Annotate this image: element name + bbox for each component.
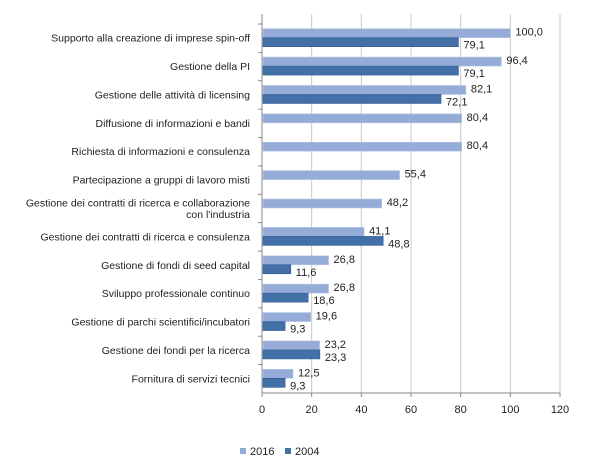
data-label-2004: 23,3 xyxy=(325,352,346,364)
bar-2004 xyxy=(262,236,384,246)
bar-2004 xyxy=(262,37,459,47)
category-label-line: Gestione dei contratti di ricerca e cons… xyxy=(40,231,250,243)
category-label: Gestione dei contratti di ricerca e coll… xyxy=(26,197,250,221)
category-label-line: Supporto alla creazione di imprese spin-… xyxy=(51,33,250,45)
bar-2004 xyxy=(262,378,286,388)
category-label-line: Gestione della PI xyxy=(170,61,250,73)
data-label-2016: 26,8 xyxy=(334,254,355,266)
data-label-2016: 26,8 xyxy=(334,282,355,294)
category-label-line: Richiesta di informazioni e consulenza xyxy=(71,146,250,158)
bar-2016 xyxy=(262,28,511,38)
x-tick-label: 120 xyxy=(551,404,569,416)
data-label-2004: 48,8 xyxy=(388,238,409,250)
data-label-2016: 96,4 xyxy=(506,55,527,67)
data-label-2016: 19,6 xyxy=(316,311,337,323)
data-label-2016: 80,4 xyxy=(467,112,488,124)
legend-swatch-2004 xyxy=(285,448,291,454)
x-tick-label: 20 xyxy=(306,404,318,416)
data-label-2004: 79,1 xyxy=(463,68,484,80)
category-label: Diffusione di informazioni e bandi xyxy=(96,118,250,130)
category-label-line: Partecipazione a gruppi di lavoro misti xyxy=(73,175,250,187)
bar-2016 xyxy=(262,312,311,322)
bar-2004 xyxy=(262,292,309,303)
data-label-2016: 48,2 xyxy=(387,197,408,209)
category-label-line: Gestione dei contratti di ricerca e coll… xyxy=(26,197,250,209)
data-label-2016: 23,2 xyxy=(325,339,346,351)
bar-2016 xyxy=(262,85,467,95)
bar-2016 xyxy=(262,170,400,180)
bar-2016 xyxy=(262,113,462,124)
data-label-2016: 80,4 xyxy=(467,140,488,152)
category-label: Sviluppo professionale continuo xyxy=(102,288,250,300)
category-label: Gestione di parchi scientifici/incubator… xyxy=(71,317,250,329)
category-label: Fornitura di servizi tecnici xyxy=(132,373,250,385)
bar-2004 xyxy=(262,321,286,331)
bar-2016 xyxy=(262,255,329,266)
bar-2004 xyxy=(262,94,442,104)
bar-2004 xyxy=(262,349,321,360)
x-tick-label: 40 xyxy=(355,404,367,416)
category-label: Richiesta di informazioni e consulenza xyxy=(71,146,250,158)
legend-label-2016: 2016 xyxy=(250,446,274,458)
data-label-2004: 9,3 xyxy=(290,380,305,392)
bar-2016 xyxy=(262,283,329,294)
category-label: Gestione di fondi di seed capital xyxy=(101,260,250,272)
category-label-line: Gestione delle attività di licensing xyxy=(95,89,250,101)
category-label: Partecipazione a gruppi di lavoro misti xyxy=(73,175,250,187)
bar-2004 xyxy=(262,65,459,76)
data-label-2016: 55,4 xyxy=(405,169,426,181)
legend-label-2004: 2004 xyxy=(295,446,319,458)
bar-2016 xyxy=(262,141,462,152)
data-label-2016: 82,1 xyxy=(471,83,492,95)
category-label-line: Sviluppo professionale continuo xyxy=(102,288,250,300)
data-label-2016: 12,5 xyxy=(298,367,319,379)
category-label-line: Fornitura di servizi tecnici xyxy=(132,373,250,385)
category-label: Gestione delle attività di licensing xyxy=(95,89,250,101)
category-label: Gestione dei contratti di ricerca e cons… xyxy=(40,231,250,243)
category-label-line: Gestione di parchi scientifici/incubator… xyxy=(71,317,250,329)
data-label-2016: 41,1 xyxy=(369,225,390,237)
category-label-line: Diffusione di informazioni e bandi xyxy=(96,118,250,130)
category-label-line: con l'industria xyxy=(186,209,250,221)
data-label-2004: 11,6 xyxy=(296,267,317,279)
bar-2016 xyxy=(262,369,294,379)
bar-2016 xyxy=(262,198,382,209)
data-label-2016: 100,0 xyxy=(515,27,543,39)
category-label: Gestione dei fondi per la ricerca xyxy=(102,345,250,357)
category-label: Gestione della PI xyxy=(170,61,250,73)
data-label-2004: 72,1 xyxy=(446,96,467,108)
x-tick-label: 80 xyxy=(455,404,467,416)
legend-swatch-2016 xyxy=(240,448,246,454)
bar-2016 xyxy=(262,56,502,67)
bar-2016 xyxy=(262,227,365,237)
bar-2016 xyxy=(262,340,320,351)
category-label-line: Gestione dei fondi per la ricerca xyxy=(102,345,250,357)
data-label-2004: 79,1 xyxy=(463,40,484,52)
x-tick-label: 100 xyxy=(501,404,519,416)
x-tick-label: 60 xyxy=(405,404,417,416)
x-tick-label: 0 xyxy=(259,404,265,416)
category-label-line: Gestione di fondi di seed capital xyxy=(101,260,250,272)
data-label-2004: 9,3 xyxy=(290,324,305,336)
category-label: Supporto alla creazione di imprese spin-… xyxy=(51,33,250,45)
bar-2004 xyxy=(262,264,292,275)
data-label-2004: 18,6 xyxy=(313,295,334,307)
